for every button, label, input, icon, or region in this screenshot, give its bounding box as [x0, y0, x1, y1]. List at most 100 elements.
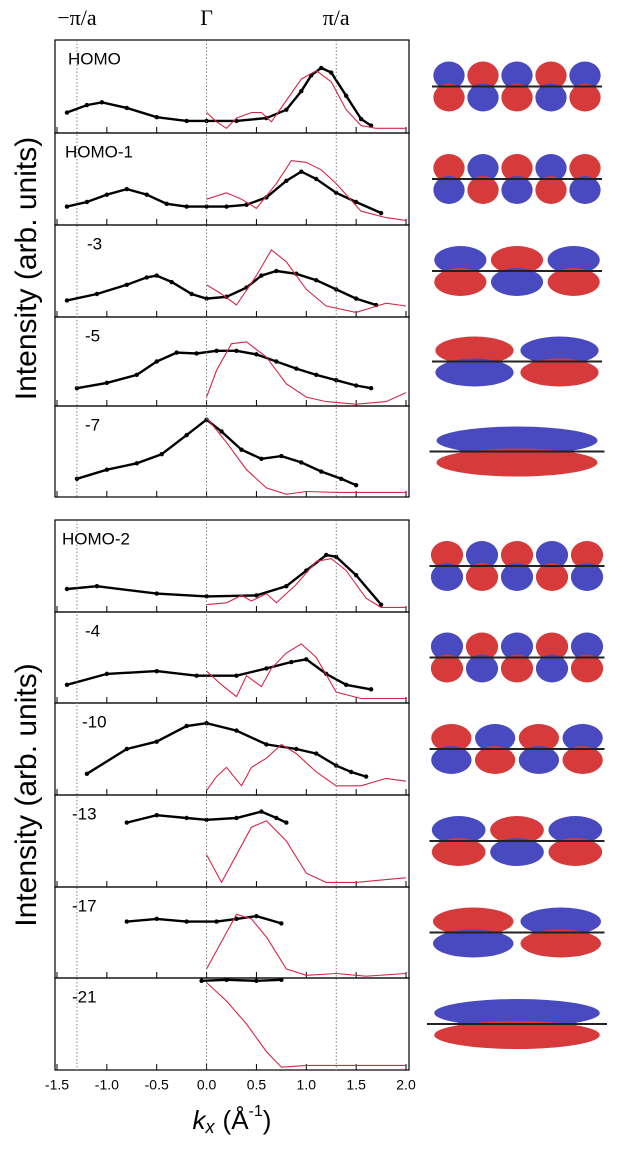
panel-frame	[55, 703, 409, 795]
panel-frame	[55, 978, 409, 1070]
orbital-lobe	[467, 176, 498, 204]
data-point	[155, 115, 159, 119]
data-point	[284, 820, 288, 824]
panel-frame	[55, 225, 409, 317]
data-point	[299, 89, 303, 93]
x-tick-label: 0.0	[197, 1077, 217, 1093]
data-point	[274, 269, 278, 273]
data-point	[379, 211, 383, 215]
orbital-lobe	[501, 655, 533, 683]
panel-label: -5	[85, 326, 100, 345]
data-point	[65, 204, 69, 208]
page: {"top_labels": [{"value": -1.3, "label":…	[0, 0, 625, 1150]
calculated-curve	[207, 983, 406, 1068]
data-point	[184, 816, 188, 820]
data-point	[174, 350, 178, 354]
orbital-lobe	[434, 268, 486, 296]
measured-curve	[67, 68, 371, 126]
data-point	[224, 204, 228, 208]
x-tick-label: 2.0	[396, 1077, 416, 1093]
data-point	[254, 352, 258, 356]
y-axis-label: Intensity (arb. units)	[10, 663, 43, 926]
data-point	[354, 573, 358, 577]
orbital-lobe	[437, 449, 598, 477]
data-point	[294, 366, 298, 370]
calculated-curve	[207, 914, 406, 976]
top-label: −π/a	[57, 5, 97, 30]
x-tick-label: -1.5	[45, 1077, 69, 1093]
x-axis-label-part: x	[205, 1117, 216, 1137]
orbital-lobe	[434, 1021, 600, 1049]
orbital-lobe	[535, 84, 566, 112]
data-point	[264, 666, 268, 670]
orbital-lobe	[431, 655, 463, 683]
data-point	[324, 553, 328, 557]
data-point	[254, 979, 258, 983]
data-point	[284, 584, 288, 588]
x-tick-label: -0.5	[145, 1077, 169, 1093]
data-point	[219, 429, 223, 433]
panel-label: -13	[72, 804, 97, 823]
data-point	[145, 275, 149, 279]
data-point	[349, 770, 353, 774]
orbital-lobe	[563, 746, 603, 774]
orbital-lobe	[433, 176, 464, 204]
panel-label: -4	[85, 621, 100, 640]
data-point	[65, 298, 69, 302]
figure: HOMOHOMO-1-3-5-7HOMO-2-4-10-13-17-21-1.5…	[0, 0, 625, 1150]
measured-curve	[67, 172, 381, 213]
orbital-lobe	[433, 84, 464, 112]
data-point	[234, 349, 238, 353]
data-point	[314, 177, 318, 181]
data-point	[279, 454, 283, 458]
data-point	[65, 110, 69, 114]
data-point	[145, 192, 149, 196]
y-axis-label: Intensity (arb. units)	[10, 137, 43, 400]
data-point	[155, 917, 159, 921]
data-point	[155, 669, 159, 673]
orbital-lobe	[466, 655, 498, 683]
data-point	[314, 278, 318, 282]
data-point	[184, 204, 188, 208]
data-point	[125, 820, 129, 824]
data-point	[65, 587, 69, 591]
data-point	[184, 919, 188, 923]
orbital-lobe	[549, 838, 603, 866]
data-point	[125, 919, 129, 923]
data-point	[95, 292, 99, 296]
data-point	[155, 813, 159, 817]
data-point	[184, 433, 188, 437]
data-point	[85, 103, 89, 107]
calculated-curve	[207, 418, 406, 495]
data-point	[159, 452, 163, 456]
data-point	[259, 457, 263, 461]
data-point	[344, 683, 348, 687]
orbital-lobe	[432, 838, 486, 866]
data-point	[125, 106, 129, 110]
data-point	[354, 483, 358, 487]
x-tick-label: -1.0	[95, 1077, 119, 1093]
orbital-lobe	[501, 563, 533, 591]
data-point	[189, 292, 193, 296]
data-point	[234, 816, 238, 820]
data-point	[239, 447, 243, 451]
panel-label: -7	[85, 415, 100, 434]
panel-label: HOMO	[68, 49, 121, 68]
orbital-lobe	[571, 563, 603, 591]
panel-label: -17	[72, 896, 97, 915]
data-point	[279, 978, 283, 982]
data-point	[339, 477, 343, 481]
data-point	[234, 728, 238, 732]
data-point	[354, 383, 358, 387]
data-point	[100, 100, 104, 104]
data-point	[194, 351, 198, 355]
orbital-lobe	[571, 655, 603, 683]
data-point	[214, 919, 218, 923]
measured-curve	[67, 555, 381, 605]
orbital-lobe	[475, 746, 515, 774]
x-tick-label: 1.5	[346, 1077, 366, 1093]
data-point	[155, 591, 159, 595]
panel-label: HOMO-2	[62, 529, 130, 548]
orbital-lobe	[520, 359, 598, 387]
orbital-lobe	[431, 563, 463, 591]
